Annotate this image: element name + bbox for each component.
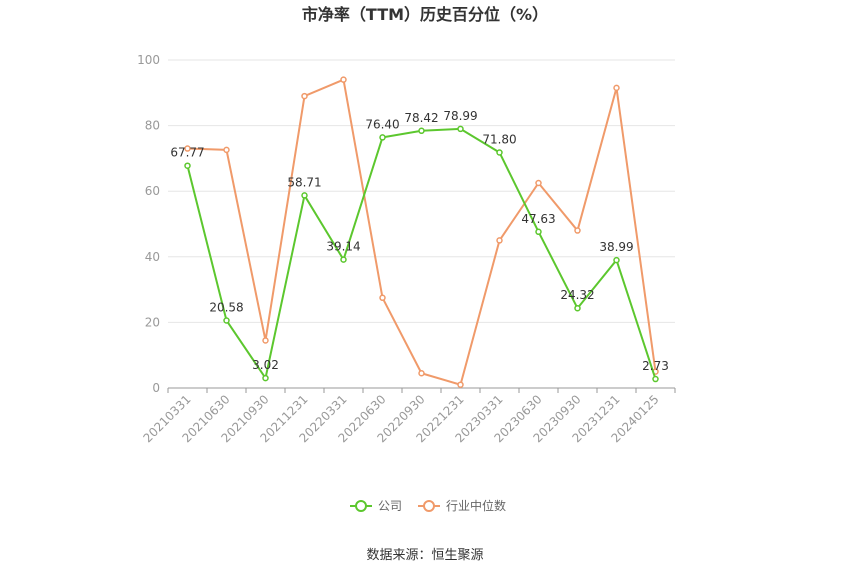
data-label: 24.32 (560, 288, 594, 302)
data-point (262, 374, 269, 382)
data-point (535, 228, 542, 236)
data-point (418, 369, 425, 377)
data-point (457, 125, 464, 133)
data-label: 67.77 (170, 146, 204, 160)
data-label: 38.99 (599, 240, 633, 254)
data-label: 71.80 (482, 132, 516, 146)
series-company (184, 125, 659, 383)
legend-label: 行业中位数 (446, 498, 506, 513)
y-tick-label: 80 (145, 119, 160, 133)
y-tick-label: 0 (152, 381, 160, 395)
y-tick-label: 100 (137, 53, 160, 67)
data-label: 3.02 (252, 358, 279, 372)
series-line (186, 127, 657, 381)
data-point (223, 146, 230, 154)
legend-marker-icon (423, 500, 435, 512)
legend-label: 公司 (378, 499, 402, 513)
data-point (496, 149, 503, 156)
data-point (652, 375, 659, 383)
data-point (379, 294, 386, 302)
x-axis: 2021033120210630202109302021123120220331… (141, 387, 676, 445)
series-layer: 67.77 20.58 3.02 58.71 39.14 76.40 78.42 78.99 7… (170, 76, 669, 388)
legend-marker-icon (355, 500, 367, 512)
data-label: 39.14 (326, 240, 360, 254)
data-label: 76.40 (365, 117, 399, 131)
data-label: 58.71 (287, 175, 321, 189)
data-point (535, 179, 542, 187)
series-industry-median (184, 76, 659, 388)
data-label: 47.63 (521, 212, 555, 226)
grid-lines (168, 59, 675, 323)
data-point (340, 76, 347, 83)
y-axis: 0 20 40 60 80 100 (137, 53, 160, 395)
data-point (496, 237, 503, 244)
data-point (379, 134, 386, 141)
data-source: 数据来源：恒生聚源 (366, 548, 483, 563)
legend[interactable]: 公司 行业中位数 (350, 498, 506, 513)
data-point (262, 337, 269, 344)
legend-item-company[interactable]: 公司 (350, 499, 402, 513)
data-labels: 67.77 20.58 3.02 58.71 39.14 76.40 78.42 78.99 7… (170, 109, 669, 373)
data-label: 78.99 (443, 109, 477, 123)
data-point (574, 304, 581, 312)
legend-item-industry-median[interactable]: 行业中位数 (418, 498, 506, 513)
y-tick-label: 40 (145, 250, 160, 264)
data-point (301, 192, 308, 199)
data-point (301, 92, 308, 100)
data-point (418, 127, 425, 135)
y-tick-label: 60 (145, 184, 160, 198)
data-label: 78.42 (404, 111, 438, 125)
data-point (613, 256, 620, 264)
chart-title: 市净率（TTM）历史百分位（%） (302, 5, 548, 24)
data-point (223, 317, 230, 324)
data-point (340, 256, 347, 263)
data-point (574, 227, 581, 234)
y-tick-label: 20 (145, 315, 160, 329)
data-point (613, 84, 620, 92)
data-point (184, 145, 191, 152)
data-label: 2.73 (642, 359, 669, 373)
data-point (184, 162, 191, 169)
data-point (457, 381, 464, 388)
data-label: 20.58 (209, 300, 243, 314)
